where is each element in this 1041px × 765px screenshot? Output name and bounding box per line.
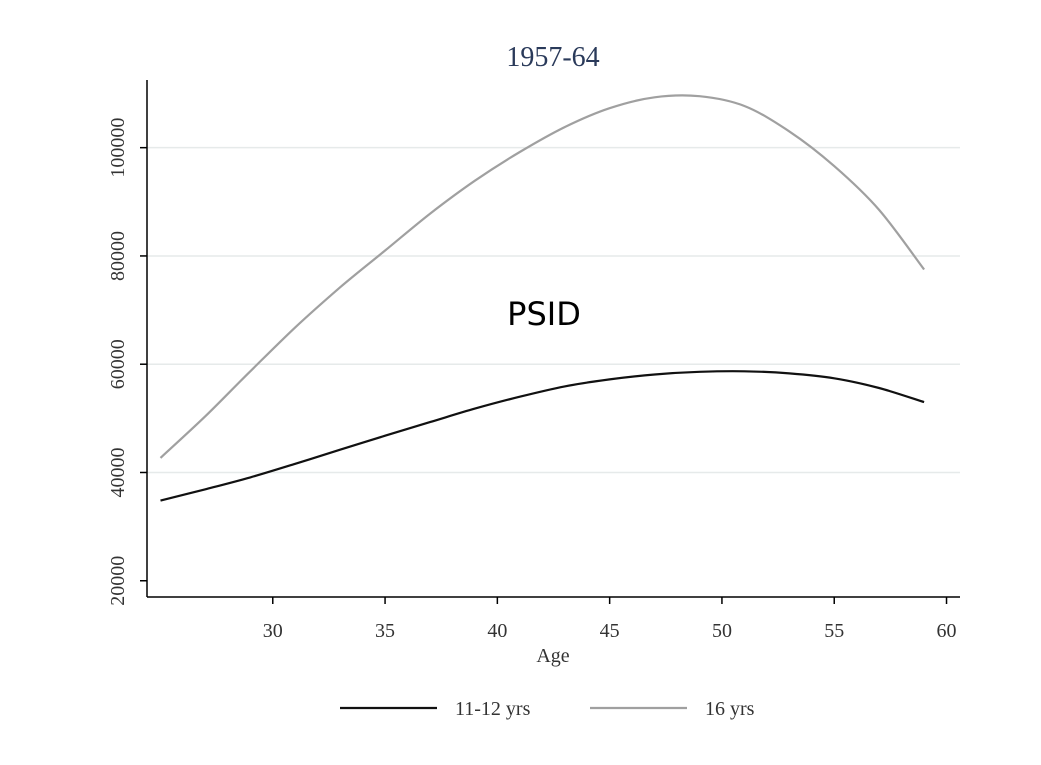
x-axis-label: Age <box>536 645 569 667</box>
y-tick-label-20000: 20000 <box>107 556 129 606</box>
legend: 11-12 yrs 16 yrs <box>340 698 755 720</box>
x-tick-label-55: 55 <box>824 620 844 642</box>
series-line-11-12-yrs <box>160 370 925 502</box>
x-tick-label-45: 45 <box>600 620 620 642</box>
gridlines <box>147 146 960 474</box>
x-tick-label-60: 60 <box>937 620 957 642</box>
x-tick-label-40: 40 <box>487 620 507 642</box>
psid-annotation: PSID <box>507 295 581 333</box>
x-ticks: 30 35 40 45 50 55 60 <box>263 597 957 642</box>
x-tick-label-50: 50 <box>712 620 732 642</box>
series-layer <box>159 94 925 502</box>
series-line-16-yrs <box>159 94 925 459</box>
y-tick-label-100000: 100000 <box>107 118 129 178</box>
x-tick-label-35: 35 <box>375 620 395 642</box>
legend-label-11-12-yrs: 11-12 yrs <box>455 698 531 720</box>
chart-title: 1957-64 <box>506 42 599 73</box>
axes <box>146 80 960 598</box>
y-tick-label-40000: 40000 <box>107 447 129 497</box>
legend-label-16-yrs: 16 yrs <box>705 698 755 720</box>
y-ticks: 20000 40000 60000 80000 100000 <box>107 118 147 606</box>
y-tick-label-60000: 60000 <box>107 339 129 389</box>
y-tick-label-80000: 80000 <box>107 231 129 281</box>
x-tick-label-30: 30 <box>263 620 283 642</box>
